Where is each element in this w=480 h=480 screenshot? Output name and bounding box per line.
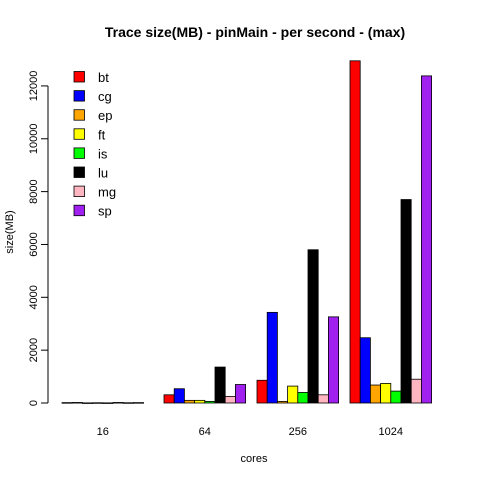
legend-label-sp: sp	[98, 204, 112, 219]
x-tick-label: 256	[289, 426, 307, 438]
bar-ft-256	[287, 385, 299, 404]
bar-ft-1024	[380, 383, 392, 404]
y-tick-label: 10000	[28, 123, 40, 154]
legend-label-bt: bt	[98, 70, 109, 85]
bar-sp-256	[327, 316, 339, 404]
y-tick-label: 12000	[28, 71, 40, 102]
bar-ep-16	[82, 402, 94, 404]
legend-label-is: is	[98, 146, 108, 161]
bar-lu-1024	[400, 199, 412, 404]
bar-sp-64	[234, 384, 246, 404]
legend-swatch-ep	[73, 109, 85, 121]
chart-title: Trace size(MB) - pinMain - per second - …	[105, 24, 405, 40]
bar-bt-64	[163, 394, 175, 404]
bar-bt-256	[256, 379, 268, 404]
legend: bt cg ep ft is lu mg sp	[73, 70, 116, 219]
bar-is-1024	[390, 390, 402, 404]
legend-swatch-cg	[73, 90, 85, 102]
legend-swatch-bt	[73, 71, 85, 83]
y-axis: 0 2000 4000 6000 8000 10000 12000	[28, 71, 49, 406]
y-tick-label: 2000	[28, 338, 40, 362]
bar-ep-256	[276, 401, 288, 404]
bar-lu-64	[214, 366, 226, 404]
x-ticks: 16 64 256 1024	[97, 426, 403, 438]
y-tick-label: 8000	[28, 179, 40, 203]
y-tick-label: 4000	[28, 285, 40, 309]
bar-ft-16	[92, 402, 104, 404]
bar-bt-16	[61, 402, 73, 404]
bar-mg-1024	[410, 378, 422, 404]
x-tick-label: 16	[97, 426, 109, 438]
x-tick-label: 1024	[379, 426, 403, 438]
bar-lu-16	[112, 402, 124, 404]
y-tick-label: 6000	[28, 232, 40, 256]
bar-ep-1024	[369, 384, 381, 404]
bar-is-16	[102, 402, 114, 404]
legend-label-ft: ft	[98, 127, 106, 142]
bar-is-256	[297, 392, 309, 404]
legend-label-mg: mg	[98, 185, 116, 200]
bar-cg-256	[266, 311, 278, 404]
bar-cg-16	[71, 402, 83, 404]
bar-ep-64	[183, 399, 195, 404]
bar-ft-64	[194, 399, 206, 404]
legend-swatch-ft	[73, 128, 85, 140]
bar-is-64	[204, 401, 216, 404]
bar-cg-64	[173, 388, 185, 404]
bar-lu-256	[307, 249, 319, 404]
bar-mg-64	[224, 395, 236, 404]
y-tick-label: 0	[28, 400, 40, 406]
legend-label-lu: lu	[98, 166, 108, 181]
legend-swatch-mg	[73, 185, 85, 198]
x-axis-label: cores	[241, 453, 268, 465]
bars	[61, 60, 432, 404]
legend-swatch-sp	[73, 204, 85, 217]
legend-swatch-lu	[73, 166, 85, 178]
bar-sp-16	[132, 402, 144, 404]
bar-bt-1024	[349, 60, 361, 404]
legend-swatch-is	[73, 147, 85, 159]
legend-label-ep: ep	[98, 108, 112, 123]
x-tick-label: 64	[199, 426, 211, 438]
bar-cg-1024	[359, 337, 371, 404]
legend-label-cg: cg	[98, 89, 112, 104]
bar-sp-1024	[420, 75, 432, 404]
bar-mg-16	[122, 402, 134, 404]
y-axis-label: size(MB)	[4, 210, 16, 253]
bar-mg-256	[317, 394, 329, 404]
